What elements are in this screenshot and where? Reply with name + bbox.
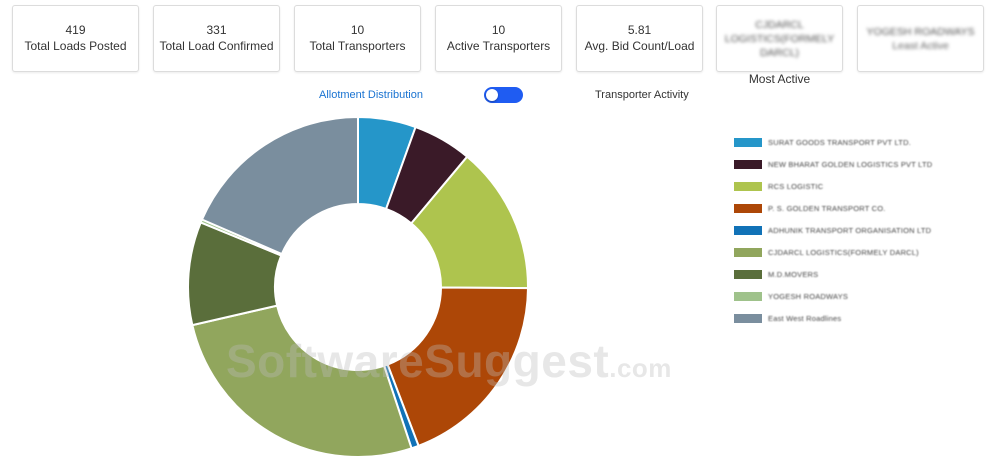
- allotment-distribution-link[interactable]: Allotment Distribution: [319, 89, 423, 101]
- legend-item-3[interactable]: RCS LOGISTIC: [734, 175, 974, 197]
- stat-value: 419: [65, 23, 86, 37]
- view-toggle-switch[interactable]: [484, 87, 523, 103]
- legend-swatch: [734, 159, 762, 169]
- legend-item-9[interactable]: East West Roadlines: [734, 307, 974, 329]
- most-active-caption: Most Active: [748, 72, 811, 86]
- legend-label: RCS LOGISTIC: [768, 181, 824, 191]
- stat-card-total-load-confirmed: 331 Total Load Confirmed: [153, 5, 280, 72]
- legend-label: SURAT GOODS TRANSPORT PVT LTD.: [768, 137, 911, 147]
- stats-row: 419 Total Loads Posted 331 Total Load Co…: [0, 0, 1000, 100]
- legend-swatch: [734, 313, 762, 323]
- least-active-caption: Least Active: [892, 39, 949, 52]
- stat-label: Total Load Confirmed: [159, 39, 274, 53]
- legend-item-1[interactable]: SURAT GOODS TRANSPORT PVT LTD.: [734, 131, 974, 153]
- legend-label: YOGESH ROADWAYS: [768, 291, 849, 301]
- stat-value: 331: [206, 23, 227, 37]
- stat-value: 10: [350, 23, 365, 37]
- toggle-knob: [486, 89, 498, 101]
- legend-swatch: [734, 137, 762, 147]
- donut-slice-6[interactable]: [191, 304, 413, 458]
- legend-swatch: [734, 291, 762, 301]
- stat-card-total-loads-posted: 419 Total Loads Posted: [12, 5, 139, 72]
- legend-item-2[interactable]: NEW BHARAT GOLDEN LOGISTICS PVT LTD: [734, 153, 974, 175]
- legend-item-5[interactable]: ADHUNIK TRANSPORT ORGANISATION LTD: [734, 219, 974, 241]
- transporter-activity-label[interactable]: Transporter Activity: [595, 89, 689, 101]
- legend-label: CJDARCL LOGISTICS(FORMELY DARCL): [768, 247, 919, 257]
- stat-card-total-transporters: 10 Total Transporters: [294, 5, 421, 72]
- legend-item-4[interactable]: P. S. GOLDEN TRANSPORT CO.: [734, 197, 974, 219]
- stat-label: Active Transporters: [446, 39, 551, 53]
- legend-swatch: [734, 203, 762, 213]
- legend-swatch: [734, 247, 762, 257]
- most-active-card: CJDARCL LOGISTICS(FORMELY DARCL): [716, 5, 843, 72]
- most-active-name: CJDARCL LOGISTICS(FORMELY DARCL): [724, 18, 835, 59]
- stat-value: 10: [491, 23, 506, 37]
- stat-card-avg-bid-count: 5.81 Avg. Bid Count/Load: [576, 5, 703, 72]
- legend-swatch: [734, 225, 762, 235]
- legend-item-7[interactable]: M.D.MOVERS: [734, 263, 974, 285]
- legend-item-8[interactable]: YOGESH ROADWAYS: [734, 285, 974, 307]
- legend-swatch: [734, 269, 762, 279]
- legend-label: NEW BHARAT GOLDEN LOGISTICS PVT LTD: [768, 159, 933, 169]
- stat-card-active-transporters: 10 Active Transporters: [435, 5, 562, 72]
- legend-label: P. S. GOLDEN TRANSPORT CO.: [768, 203, 886, 213]
- least-active-name: YOGESH ROADWAYS: [866, 25, 975, 38]
- stat-label: Total Loads Posted: [24, 39, 127, 53]
- legend-item-6[interactable]: CJDARCL LOGISTICS(FORMELY DARCL): [734, 241, 974, 263]
- stat-label: Total Transporters: [309, 39, 406, 53]
- legend-swatch: [734, 181, 762, 191]
- stat-label: Avg. Bid Count/Load: [584, 39, 695, 53]
- legend-label: M.D.MOVERS: [768, 269, 819, 279]
- legend-label: East West Roadlines: [768, 313, 842, 323]
- donut-slice-4[interactable]: [386, 286, 530, 448]
- least-active-card: YOGESH ROADWAYS Least Active: [857, 5, 984, 72]
- legend-label: ADHUNIK TRANSPORT ORGANISATION LTD: [768, 225, 932, 235]
- stat-value: 5.81: [627, 23, 652, 37]
- chart-legend: SURAT GOODS TRANSPORT PVT LTD. NEW BHARAT…: [734, 131, 974, 329]
- donut-slice-9[interactable]: [200, 115, 359, 256]
